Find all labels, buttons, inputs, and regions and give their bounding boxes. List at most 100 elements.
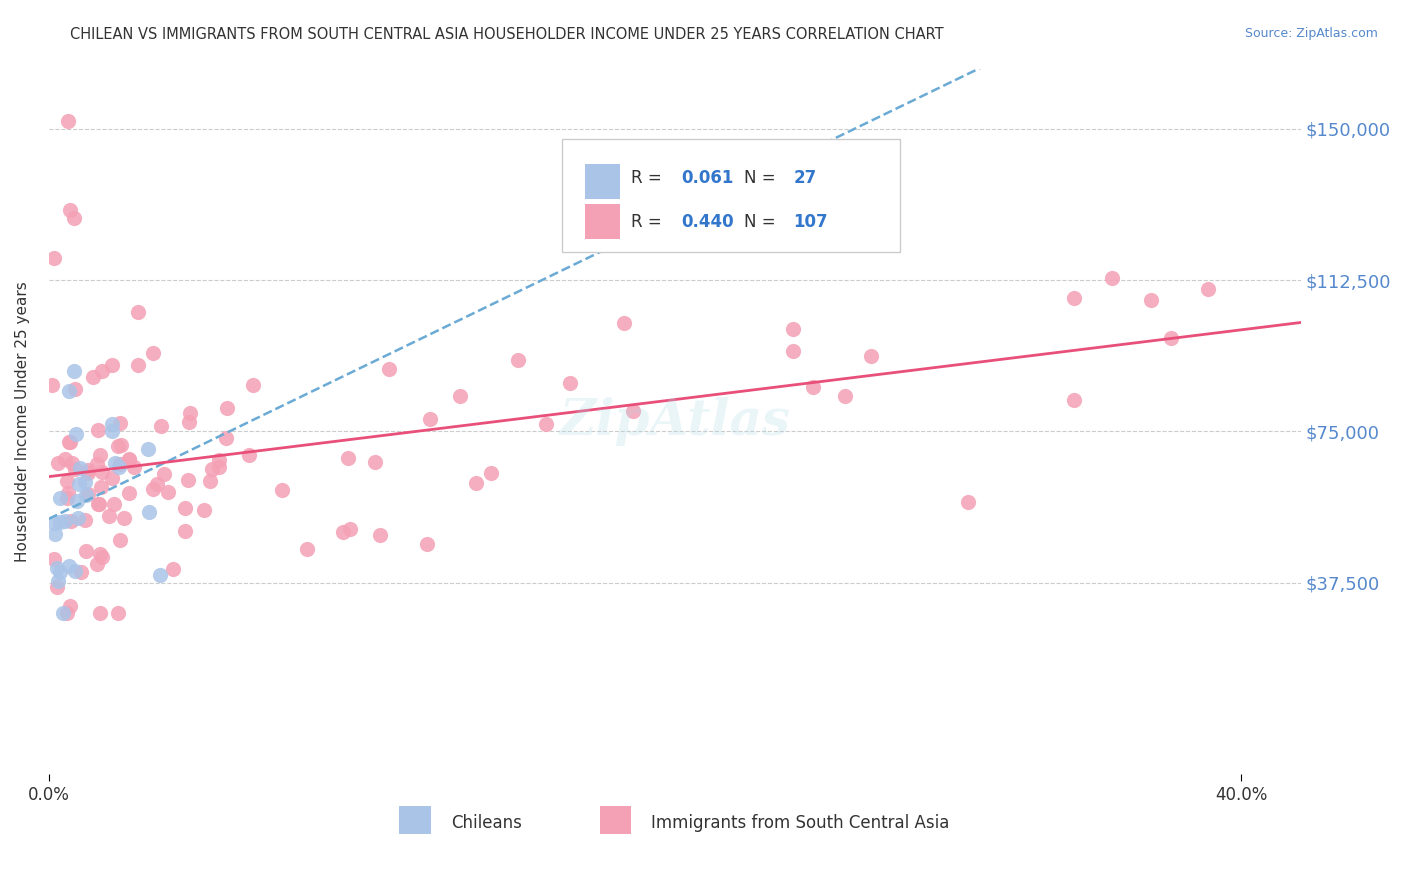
Point bbox=[238, 448, 260, 462]
Text: Immigrants from South Central Asia: Immigrants from South Central Asia bbox=[651, 814, 949, 832]
Point bbox=[60, 514, 83, 528]
Point bbox=[86, 558, 108, 572]
Point bbox=[58, 114, 80, 128]
Point bbox=[46, 456, 69, 470]
Point bbox=[59, 434, 82, 449]
Point bbox=[834, 389, 856, 403]
Point bbox=[449, 389, 471, 403]
Point bbox=[339, 523, 361, 537]
Point bbox=[56, 606, 79, 620]
Point bbox=[58, 384, 80, 398]
Point bbox=[70, 566, 93, 580]
Text: 107: 107 bbox=[793, 212, 828, 231]
Point bbox=[49, 516, 72, 530]
Point bbox=[506, 352, 529, 367]
Point bbox=[377, 361, 399, 376]
Text: R =: R = bbox=[631, 212, 666, 231]
Point bbox=[108, 417, 131, 431]
Text: CHILEAN VS IMMIGRANTS FROM SOUTH CENTRAL ASIA HOUSEHOLDER INCOME UNDER 25 YEARS : CHILEAN VS IMMIGRANTS FROM SOUTH CENTRAL… bbox=[70, 27, 943, 42]
Point bbox=[782, 344, 804, 359]
Text: Source: ZipAtlas.com: Source: ZipAtlas.com bbox=[1244, 27, 1378, 40]
Point bbox=[177, 415, 200, 429]
Point bbox=[89, 448, 111, 462]
Point bbox=[1063, 291, 1085, 305]
Point bbox=[55, 451, 77, 466]
Point bbox=[58, 558, 80, 573]
Point bbox=[179, 406, 201, 420]
Text: 27: 27 bbox=[793, 169, 817, 186]
Point bbox=[101, 425, 124, 439]
Point bbox=[208, 459, 231, 474]
Point bbox=[176, 473, 198, 487]
Point bbox=[100, 359, 122, 373]
Point bbox=[90, 479, 112, 493]
Point bbox=[69, 461, 91, 475]
Point bbox=[150, 419, 173, 434]
Text: N =: N = bbox=[744, 169, 780, 186]
Point bbox=[782, 322, 804, 336]
Point bbox=[201, 461, 224, 475]
Point bbox=[75, 488, 97, 502]
Point bbox=[107, 440, 129, 454]
Point bbox=[91, 364, 114, 378]
Point bbox=[59, 202, 82, 217]
Point bbox=[1139, 293, 1161, 307]
Point bbox=[44, 516, 66, 530]
Point bbox=[332, 524, 354, 539]
Point bbox=[56, 491, 79, 505]
Point bbox=[49, 491, 72, 505]
Point bbox=[55, 474, 77, 488]
Point bbox=[136, 442, 159, 457]
Point bbox=[145, 477, 167, 491]
Point bbox=[208, 453, 231, 467]
Point bbox=[193, 503, 215, 517]
Point bbox=[621, 404, 644, 418]
FancyBboxPatch shape bbox=[585, 164, 620, 199]
Text: 0.061: 0.061 bbox=[681, 169, 734, 186]
Point bbox=[76, 466, 98, 480]
Point bbox=[100, 471, 122, 485]
Point bbox=[337, 450, 360, 465]
Point bbox=[801, 380, 824, 394]
Point bbox=[142, 482, 165, 496]
Point bbox=[118, 486, 141, 500]
Point bbox=[90, 549, 112, 564]
Point bbox=[118, 451, 141, 466]
Point bbox=[110, 438, 132, 452]
Point bbox=[127, 358, 149, 372]
Point bbox=[86, 457, 108, 471]
Point bbox=[75, 543, 97, 558]
Point bbox=[1197, 282, 1219, 296]
Point bbox=[63, 383, 86, 397]
Point bbox=[118, 453, 141, 467]
Point bbox=[58, 435, 80, 450]
Point bbox=[112, 511, 135, 525]
Point bbox=[107, 606, 129, 620]
Point bbox=[77, 486, 100, 500]
Point bbox=[66, 511, 89, 525]
Point bbox=[60, 457, 83, 471]
Point bbox=[65, 462, 87, 476]
Point bbox=[534, 417, 557, 432]
Point bbox=[46, 574, 69, 588]
Point bbox=[138, 505, 160, 519]
Point bbox=[173, 524, 195, 539]
Point bbox=[76, 463, 98, 477]
Point bbox=[65, 427, 87, 442]
Point bbox=[415, 537, 437, 551]
Point bbox=[215, 401, 238, 416]
Point bbox=[63, 211, 86, 225]
Point bbox=[52, 606, 75, 620]
Point bbox=[100, 417, 122, 432]
Text: N =: N = bbox=[744, 212, 780, 231]
Point bbox=[127, 305, 149, 319]
Point bbox=[75, 475, 97, 489]
Point bbox=[153, 467, 176, 482]
Text: ZipAtlas: ZipAtlas bbox=[560, 397, 790, 446]
Point bbox=[108, 458, 131, 472]
Point bbox=[49, 566, 72, 580]
Point bbox=[142, 345, 165, 359]
Point bbox=[103, 497, 125, 511]
Point bbox=[108, 533, 131, 547]
Point bbox=[44, 527, 66, 541]
